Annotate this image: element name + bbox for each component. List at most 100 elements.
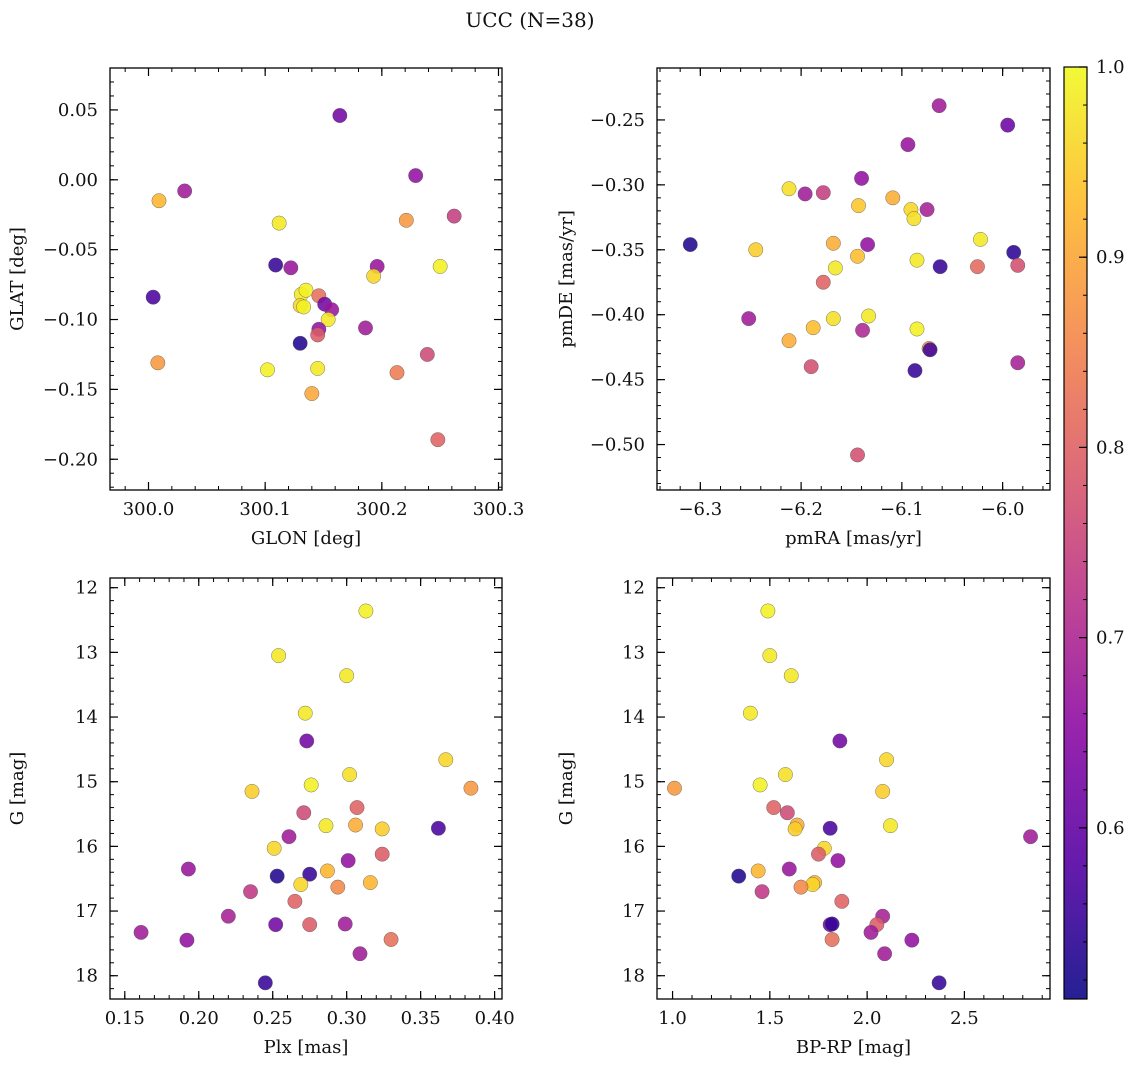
data-point [297, 705, 313, 721]
ticks [110, 67, 502, 490]
colorbar: 0.6 0.7 0.8 0.9 1.0 [1063, 57, 1125, 1000]
x-tick-label: −6.0 [981, 499, 1025, 520]
data-point [854, 170, 869, 186]
colorbar-tick-label: 1.0 [1096, 57, 1125, 78]
data-point [932, 259, 948, 275]
data-point [875, 784, 891, 799]
data-point [296, 805, 312, 821]
data-point [783, 668, 799, 684]
data-point [909, 252, 925, 268]
data-point [268, 257, 284, 273]
data-point [766, 800, 782, 815]
data-point [243, 884, 258, 900]
x-axis-label: BP-RP [mag] [796, 1037, 911, 1058]
colorbar-gradient [1063, 66, 1088, 1000]
x-tick-label: 300.2 [356, 499, 408, 520]
axes-frame [656, 577, 1051, 1000]
data-point [778, 767, 793, 782]
y-tick-label: −0.15 [43, 379, 98, 400]
data-point [850, 248, 865, 264]
y-tick-label: −0.40 [590, 305, 645, 326]
y-tick-label: 16 [622, 836, 645, 857]
data-point [271, 215, 287, 231]
y-tick-label: −0.45 [590, 370, 645, 391]
data-point [922, 342, 938, 358]
x-tick-label: 300.1 [239, 499, 291, 520]
data-point [931, 975, 947, 991]
y-tick-label: −0.20 [43, 449, 98, 470]
y-tick-label: 14 [622, 707, 645, 728]
data-point [815, 185, 831, 201]
data-point [358, 603, 374, 619]
data-point [374, 821, 390, 837]
y-tick-label: 18 [75, 966, 98, 987]
panel-1: 300.0 300.1 300.2 300.3 0.05 0.00 −0.05 −0.10 −0… [7, 67, 525, 549]
data-point [177, 183, 193, 199]
data-point [919, 202, 935, 217]
data-point [320, 863, 335, 879]
data-point [362, 875, 378, 890]
data-point [337, 916, 353, 932]
x-tick-label: 0.15 [105, 1008, 145, 1029]
y-tick-label: 13 [75, 642, 98, 663]
x-tick-label: 0.25 [253, 1008, 293, 1029]
colorbar-tick-label: 0.9 [1096, 247, 1125, 268]
data-point [824, 916, 840, 932]
data-point [907, 363, 923, 378]
x-tick-label: 2.0 [853, 1008, 882, 1029]
data-point [145, 289, 161, 305]
scatter-points [667, 603, 1038, 991]
y-tick-label: −0.30 [590, 175, 645, 196]
x-tick-label: 0.20 [179, 1008, 219, 1029]
data-point [909, 321, 925, 337]
data-point [298, 282, 314, 298]
x-tick-label: 300.3 [473, 499, 525, 520]
y-axis-label: G [mag] [556, 752, 577, 825]
data-point [760, 603, 776, 619]
x-tick-label: 0.35 [401, 1008, 441, 1029]
data-point [292, 335, 308, 351]
data-point [310, 361, 326, 376]
y-tick-label: 15 [75, 772, 98, 793]
data-point [293, 877, 309, 892]
data-point [861, 308, 877, 324]
data-point [408, 168, 424, 183]
y-tick-label: −0.35 [590, 240, 645, 261]
data-point [731, 868, 747, 884]
data-point [855, 322, 870, 338]
data-point [779, 805, 795, 821]
y-tick-label: −0.10 [43, 310, 98, 331]
data-point [815, 274, 831, 290]
data-point [266, 840, 282, 856]
data-point [339, 668, 355, 684]
axes-frame [656, 67, 1051, 491]
ticks [109, 578, 502, 999]
y-tick-label: 0.05 [58, 100, 98, 121]
data-point [754, 884, 770, 900]
scatter-points [145, 108, 462, 448]
y-axis-label: pmDE [mas/yr] [556, 210, 577, 348]
data-point [825, 311, 841, 327]
data-point [931, 98, 947, 114]
x-axis-label: GLON [deg] [251, 528, 361, 549]
data-point [781, 333, 797, 349]
x-tick-label: 2.5 [950, 1008, 979, 1029]
colorbar-tick-label: 0.6 [1096, 818, 1125, 839]
scatter-points [682, 98, 1026, 463]
data-point [318, 818, 334, 834]
x-tick-label: 1.5 [756, 1008, 785, 1029]
data-point [863, 924, 879, 940]
y-tick-label: 12 [622, 578, 645, 599]
data-point [822, 820, 838, 836]
data-point [797, 186, 813, 202]
data-point [973, 231, 988, 247]
data-point [330, 879, 346, 895]
data-point [741, 311, 757, 327]
ticks [657, 67, 1050, 490]
data-point [883, 818, 898, 834]
data-point [860, 237, 876, 252]
data-point [271, 648, 287, 664]
data-point [803, 359, 819, 375]
y-tick-label: 12 [75, 578, 98, 599]
data-point [781, 861, 797, 877]
